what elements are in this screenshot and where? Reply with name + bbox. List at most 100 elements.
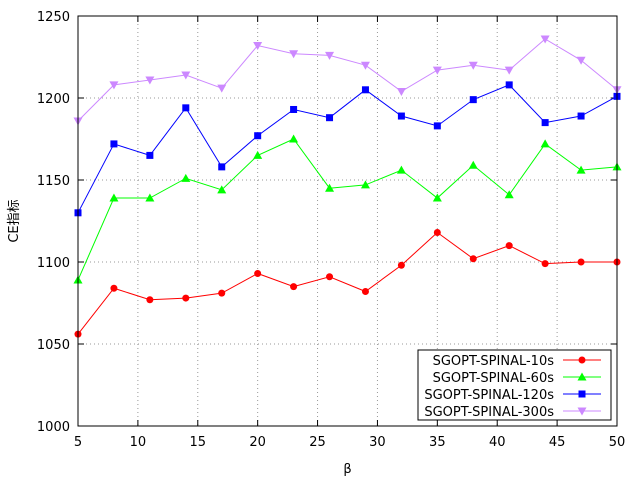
data-point (541, 260, 549, 268)
legend-item: SGOPT-SPINAL-10s (433, 354, 601, 369)
data-point (576, 165, 586, 174)
data-point (396, 165, 406, 174)
x-tick-label: 45 (549, 435, 566, 450)
data-point (254, 269, 262, 277)
data-point (253, 150, 263, 159)
data-point (469, 96, 477, 104)
data-point (217, 185, 227, 194)
y-tick-label: 1050 (37, 338, 70, 353)
legend: SGOPT-SPINAL-10s SGOPT-SPINAL-60s SGOPT-SP… (417, 349, 612, 421)
grid (78, 16, 617, 426)
data-point (253, 42, 263, 51)
data-point (110, 140, 118, 148)
data-point (145, 193, 155, 202)
data-point (469, 255, 477, 263)
data-point (396, 87, 406, 96)
data-point (181, 71, 191, 80)
data-point (109, 193, 119, 202)
plot-frame (77, 15, 618, 427)
x-tick-label: 50 (609, 435, 626, 450)
data-point (181, 173, 191, 182)
data-point (325, 51, 335, 60)
data-point (505, 81, 513, 89)
x-tick-label: 40 (489, 435, 506, 450)
data-point (360, 180, 370, 189)
tick-labels: 5 10 15 20 25 30 35 40 45 50 1000 1050 1100 1150 1200 1… (37, 10, 625, 450)
series-line (77, 84, 618, 214)
data-point (397, 112, 405, 120)
data-point (110, 284, 118, 292)
series-line (77, 138, 618, 281)
data-point (432, 193, 442, 202)
series-line (77, 38, 618, 122)
data-point (540, 35, 550, 44)
legend-item: SGOPT-SPINAL-60s (433, 371, 601, 386)
data-point (109, 81, 119, 90)
series-3 (74, 81, 621, 217)
series-line (77, 231, 617, 335)
legend-item: SGOPT-SPINAL-120s (424, 388, 601, 403)
data-point (397, 261, 405, 269)
y-tick-label: 1200 (37, 92, 70, 107)
series-2 (73, 134, 622, 284)
legend-label: SGOPT-SPINAL-120s (424, 388, 554, 403)
data-point (146, 296, 154, 304)
data-point (576, 56, 586, 65)
data-point (504, 66, 514, 75)
data-point (540, 139, 550, 148)
data-point (182, 294, 190, 302)
data-point (289, 134, 299, 143)
data-point (254, 132, 262, 140)
data-point (325, 183, 335, 192)
data-point (541, 119, 549, 127)
data-point (468, 61, 478, 70)
y-tick-label: 1000 (37, 420, 70, 435)
data-point (326, 273, 334, 281)
legend-item: SGOPT-SPINAL-300s (424, 405, 601, 420)
x-tick-label: 35 (429, 435, 446, 450)
data-point (290, 105, 298, 113)
data-point (433, 228, 441, 236)
data-point (146, 151, 154, 159)
legend-marker (578, 390, 586, 398)
data-point (289, 50, 299, 59)
data-point (217, 84, 227, 93)
x-axis-label: β (343, 462, 351, 477)
legend-label: SGOPT-SPINAL-60s (433, 371, 555, 386)
x-tick-label: 20 (249, 435, 266, 450)
series-4 (73, 35, 622, 126)
data-point (361, 86, 369, 94)
series-1 (74, 228, 621, 338)
data-point (182, 104, 190, 112)
data-point (326, 114, 334, 122)
legend-label: SGOPT-SPINAL-300s (424, 405, 554, 420)
data-point (218, 289, 226, 297)
data-point (433, 122, 441, 130)
data-point (218, 163, 226, 171)
series-group (73, 35, 622, 338)
y-tick-label: 1150 (37, 174, 70, 189)
data-point (577, 112, 585, 120)
x-tick-label: 5 (74, 435, 82, 450)
data-point (361, 288, 369, 296)
y-axis-label: CE指标 (7, 199, 22, 242)
data-point (145, 76, 155, 85)
x-tick-label: 25 (309, 435, 326, 450)
data-point (504, 190, 514, 199)
data-point (360, 61, 370, 70)
x-tick-label: 15 (190, 435, 207, 450)
legend-marker (577, 407, 587, 416)
legend-label: SGOPT-SPINAL-10s (433, 354, 555, 369)
data-point (577, 258, 585, 266)
legend-marker (577, 372, 587, 381)
x-tick-label: 30 (369, 435, 386, 450)
y-tick-label: 1250 (37, 10, 70, 25)
y-tick-label: 1100 (37, 256, 70, 271)
data-point (468, 160, 478, 169)
data-point (290, 283, 298, 291)
data-point (505, 242, 513, 250)
legend-marker (578, 356, 586, 364)
x-tick-label: 10 (130, 435, 147, 450)
